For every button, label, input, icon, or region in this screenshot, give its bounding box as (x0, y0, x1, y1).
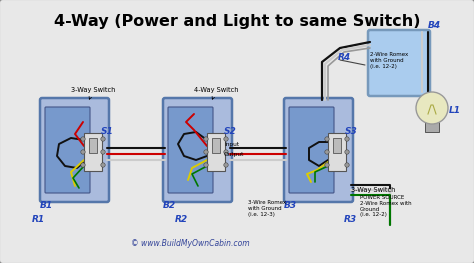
Text: 4-Way Switch: 4-Way Switch (194, 87, 238, 99)
Text: Output: Output (224, 152, 245, 157)
Circle shape (325, 137, 329, 141)
Circle shape (204, 163, 208, 167)
Circle shape (325, 163, 329, 167)
Circle shape (204, 150, 208, 154)
Bar (84, 133, 102, 171)
FancyBboxPatch shape (284, 98, 353, 202)
FancyBboxPatch shape (45, 107, 90, 193)
Text: 2-Wire Romex
with Ground
(i.e. 12-2): 2-Wire Romex with Ground (i.e. 12-2) (370, 52, 408, 69)
Text: S2: S2 (224, 127, 237, 136)
Text: B3: B3 (284, 201, 297, 210)
Text: S3: S3 (345, 127, 358, 136)
Bar (212, 138, 220, 153)
Text: 3-Way Switch: 3-Way Switch (71, 87, 115, 99)
Circle shape (224, 163, 228, 167)
FancyBboxPatch shape (368, 30, 430, 96)
Text: B1: B1 (40, 201, 53, 210)
Text: Input: Input (224, 142, 239, 147)
Text: B2: B2 (163, 201, 176, 210)
Circle shape (81, 150, 85, 154)
Text: R4: R4 (338, 53, 351, 62)
FancyBboxPatch shape (289, 107, 334, 193)
Circle shape (325, 150, 329, 154)
Text: POWER SOURCE
2-Wire Romex with
Ground
(i.e. 12-2): POWER SOURCE 2-Wire Romex with Ground (i… (360, 195, 411, 218)
Bar (207, 133, 225, 171)
Text: B4: B4 (428, 21, 441, 30)
Text: 4-Way (Power and Light to same Switch): 4-Way (Power and Light to same Switch) (54, 14, 420, 29)
Circle shape (345, 163, 349, 167)
Circle shape (81, 137, 85, 141)
Circle shape (101, 137, 105, 141)
Text: R3: R3 (344, 215, 357, 224)
FancyBboxPatch shape (163, 98, 232, 202)
Text: © www.BuildMyOwnCabin.com: © www.BuildMyOwnCabin.com (131, 239, 249, 248)
Circle shape (224, 150, 228, 154)
Circle shape (224, 137, 228, 141)
Bar (328, 133, 346, 171)
FancyBboxPatch shape (40, 98, 109, 202)
Circle shape (81, 163, 85, 167)
FancyBboxPatch shape (168, 107, 213, 193)
Circle shape (204, 137, 208, 141)
Text: 3-Way Switch: 3-Way Switch (351, 187, 395, 193)
Circle shape (101, 150, 105, 154)
Circle shape (101, 163, 105, 167)
Bar (425, 122, 439, 132)
Text: L1: L1 (449, 106, 461, 115)
Circle shape (345, 137, 349, 141)
Text: 3-Wire Romex
with Ground
(i.e. 12-3): 3-Wire Romex with Ground (i.e. 12-3) (248, 200, 286, 217)
Text: R1: R1 (32, 215, 45, 224)
Text: R2: R2 (175, 215, 188, 224)
Bar (333, 138, 341, 153)
Text: S1: S1 (101, 127, 114, 136)
Circle shape (345, 150, 349, 154)
Circle shape (416, 92, 448, 124)
Bar (89, 138, 97, 153)
